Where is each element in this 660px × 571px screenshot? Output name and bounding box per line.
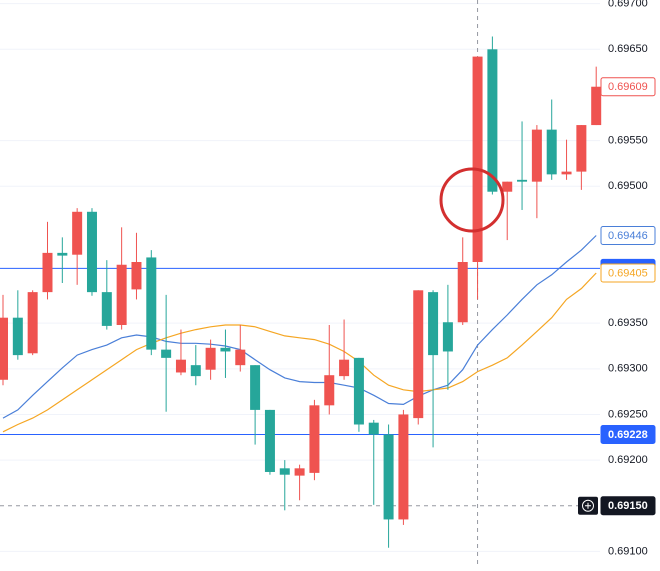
- candle-body: [0, 317, 8, 380]
- price-label: 0.69446: [608, 230, 648, 242]
- candle-body: [487, 49, 498, 192]
- y-tick-label: 0.69300: [608, 363, 648, 375]
- candle-body: [472, 56, 483, 263]
- candle-body: [86, 211, 97, 293]
- candle-body: [457, 262, 468, 323]
- price-label-box: [600, 496, 656, 516]
- candle-body: [12, 317, 23, 356]
- price-label-box: [600, 77, 656, 97]
- y-tick-label: 0.69100: [608, 545, 648, 557]
- y-tick-label: 0.69500: [608, 180, 648, 192]
- candles: [0, 36, 602, 548]
- moving-average-line: [2, 235, 597, 419]
- candle-body: [576, 125, 587, 172]
- price-label: 0.69228: [608, 429, 648, 441]
- candle-body: [101, 292, 112, 326]
- candle-body: [279, 468, 290, 475]
- candle-body: [131, 262, 142, 290]
- candle-body: [398, 414, 409, 520]
- y-tick-label: 0.69250: [608, 408, 648, 420]
- moving-average-line: [2, 272, 597, 433]
- candle-body: [42, 252, 53, 293]
- candle-body: [190, 365, 201, 377]
- moving-averages: [2, 235, 597, 433]
- candle-body: [561, 171, 572, 175]
- candle-body: [368, 422, 379, 435]
- grid: [0, 3, 600, 552]
- candle-body: [220, 347, 231, 352]
- y-tick-label: 0.69700: [608, 0, 648, 10]
- candle-body: [250, 365, 261, 410]
- candle-body: [428, 292, 439, 356]
- candle-body: [546, 129, 557, 175]
- y-tick-label: 0.69650: [608, 43, 648, 55]
- candle-body: [353, 357, 364, 425]
- candle-body: [339, 359, 350, 377]
- candle-body: [146, 257, 157, 350]
- candle-body: [383, 434, 394, 520]
- candle-body: [27, 292, 38, 354]
- candle-body: [531, 129, 542, 182]
- candle-body: [116, 264, 127, 325]
- crosshair-icon: [582, 499, 594, 512]
- price-label-box: [600, 226, 656, 246]
- y-tick-label: 0.69200: [608, 454, 648, 466]
- candle-body: [309, 405, 320, 473]
- candle-body: [57, 252, 68, 256]
- price-label-box: [600, 263, 656, 283]
- candle-body: [517, 179, 528, 182]
- y-tick-label: 0.69550: [608, 134, 648, 146]
- candle-body: [161, 349, 172, 358]
- candle-body: [205, 347, 216, 370]
- candle-body: [175, 359, 186, 373]
- candle-body: [294, 468, 305, 476]
- candle-body: [235, 349, 246, 366]
- candle-body: [502, 181, 513, 192]
- price-label: 0.69405: [608, 267, 648, 279]
- candle-body: [442, 322, 453, 352]
- price-label: 0.69609: [608, 81, 648, 93]
- crosshair-icon-plus: [585, 502, 591, 509]
- candle-body: [413, 290, 424, 419]
- price-label-box: [600, 425, 656, 445]
- candle-body: [324, 375, 335, 406]
- highlight-circle: [439, 167, 505, 233]
- candle-body: [72, 211, 83, 255]
- y-tick-label: 0.69350: [608, 317, 648, 329]
- candle-body: [264, 409, 275, 472]
- price-axis: 0.69700 0.69650 0.69550 0.69500 0.69350 0.693…: [578, 0, 656, 557]
- candle-body: [591, 86, 602, 126]
- price-label: 0.69150: [608, 500, 648, 512]
